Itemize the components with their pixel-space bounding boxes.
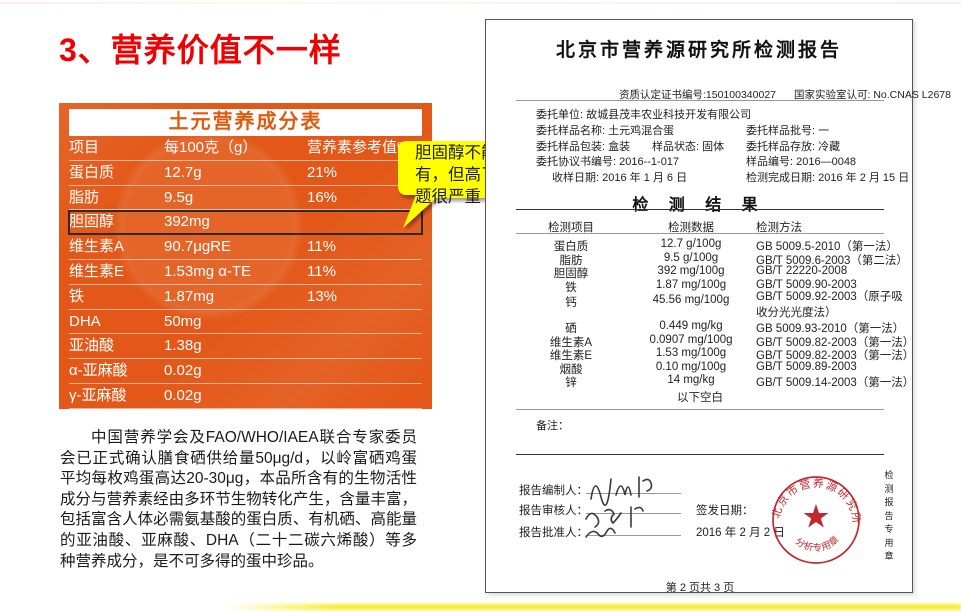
svg-text:分析专用章: 分析专用章 (793, 533, 842, 554)
